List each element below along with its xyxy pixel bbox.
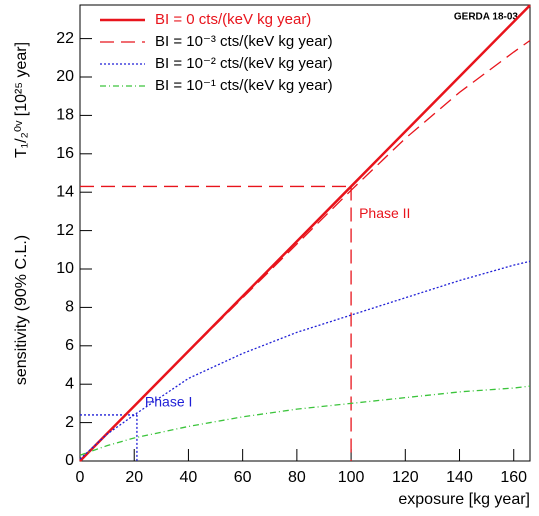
y-tick-label: 18	[56, 107, 74, 124]
series-line	[79, 260, 531, 460]
series-line	[79, 385, 531, 456]
y-tick-label: 20	[56, 68, 74, 85]
x-tick-label: 20	[125, 469, 143, 486]
y-axis-unit: T₁/₂⁰ᵛ [10²⁵ year]	[13, 42, 30, 158]
legend-entry: BI = 0 cts/(keV kg year)	[155, 11, 311, 28]
x-tick-label: 40	[180, 469, 198, 486]
y-tick-label: 0	[65, 452, 74, 469]
x-tick-label: 140	[446, 469, 473, 486]
x-tick-label: 160	[500, 469, 527, 486]
x-axis-label: exposure [kg year]	[398, 491, 530, 508]
legend-entry: BI = 10⁻¹ cts/(keV kg year)	[155, 77, 333, 94]
x-tick-label: 0	[76, 469, 85, 486]
series-line	[79, 39, 531, 462]
annotation: Phase II	[359, 205, 410, 221]
y-tick-label: 4	[65, 375, 74, 392]
annotation: Phase I	[145, 394, 192, 410]
plot-frame	[79, 4, 531, 462]
y-tick-label: 2	[65, 414, 74, 431]
y-tick-label: 12	[56, 222, 74, 239]
x-tick-label: 60	[234, 469, 252, 486]
y-tick-label: 10	[56, 260, 74, 277]
x-tick-label: 100	[338, 469, 365, 486]
legend-entry: BI = 10⁻³ cts/(keV kg year)	[155, 33, 333, 50]
tag: GERDA 18-03	[454, 12, 519, 23]
x-tick-label: 120	[392, 469, 419, 486]
y-axis-label: sensitivity (90% C.L.)	[13, 235, 30, 385]
legend-entry: BI = 10⁻² cts/(keV kg year)	[155, 55, 333, 72]
x-tick-label: 80	[288, 469, 306, 486]
y-tick-label: 14	[56, 183, 74, 200]
y-tick-label: 16	[56, 145, 74, 162]
y-tick-label: 8	[65, 299, 74, 316]
y-tick-label: 6	[65, 337, 74, 354]
y-tick-label: 22	[56, 30, 74, 47]
